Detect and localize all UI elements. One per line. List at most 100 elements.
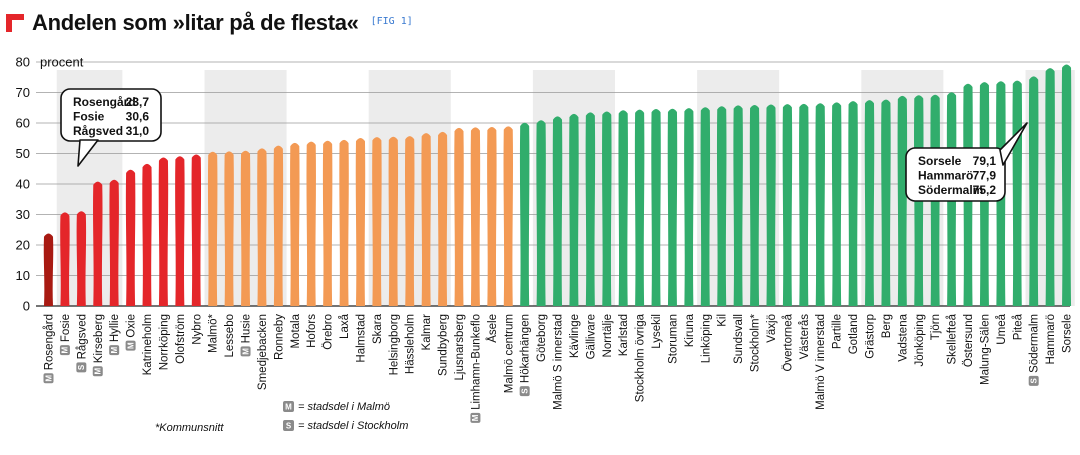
bar xyxy=(569,113,579,306)
low-callout-tail xyxy=(77,139,99,167)
legend-text: = stadsdel i Stockholm xyxy=(298,420,408,432)
category-label-group: Stockholm* xyxy=(750,313,762,372)
bar xyxy=(1028,76,1039,306)
category-label: Grästorp xyxy=(865,314,877,359)
title-bar: Andelen som »litar på de flesta« [FIG 1] xyxy=(6,10,413,36)
category-label: Ronneby xyxy=(273,314,285,360)
category-label-group: Piteå xyxy=(1012,313,1024,340)
category-label-group: Husie M xyxy=(240,314,253,357)
category-label-group: Gotland xyxy=(848,314,860,354)
district-badge xyxy=(1028,375,1039,386)
high-callout-label: Sorsele xyxy=(918,154,962,168)
category-label: Kalmar xyxy=(421,314,433,351)
y-tick-label: 40 xyxy=(16,177,30,192)
bar xyxy=(815,103,825,306)
legend-badge-letter: M xyxy=(285,403,292,412)
y-tick-label: 10 xyxy=(16,268,30,283)
category-label: Limhamn-Bunkeflo xyxy=(470,314,482,410)
low-callout-label: Rosengård xyxy=(73,95,136,109)
category-label-group: Motala xyxy=(290,313,302,348)
category-label: Hofors xyxy=(306,314,318,348)
bar xyxy=(290,142,300,306)
bar xyxy=(536,120,546,306)
footnote: *Kommunsnitt xyxy=(155,422,224,434)
bar xyxy=(684,108,694,306)
y-axis-label: procent xyxy=(40,55,84,70)
category-label-group: Stockholm övriga xyxy=(635,313,647,402)
category-label: Motala xyxy=(290,313,302,348)
category-label-group: Sundbyberg xyxy=(438,314,450,376)
district-badge-letter: M xyxy=(241,348,250,355)
bar xyxy=(848,101,858,306)
category-label-group: Sorsele xyxy=(1062,314,1074,353)
category-label: Skara xyxy=(372,313,384,344)
category-label-group: Lessebo xyxy=(224,314,236,357)
category-label-group: Sundsvall xyxy=(733,314,745,364)
category-label-group: Rågsved S xyxy=(76,314,88,373)
bar xyxy=(454,127,464,306)
newspaper-logo-icon xyxy=(6,14,24,32)
category-label-group: Karlstad xyxy=(618,314,630,356)
district-badge-letter: M xyxy=(110,346,119,353)
category-label-group: Skellefteå xyxy=(947,313,959,364)
category-label-group: Kävlinge xyxy=(569,314,581,358)
bar xyxy=(191,154,202,306)
high-callout-label: Hammarö xyxy=(918,169,973,183)
category-label-group: Hofors xyxy=(306,314,318,348)
bar xyxy=(60,212,70,306)
category-label: Övertorneå xyxy=(782,313,794,371)
district-badge xyxy=(240,346,251,357)
bar xyxy=(437,131,448,306)
category-label: Malung-Sälen xyxy=(979,314,991,385)
category-label: Gällivare xyxy=(585,314,597,359)
low-callout-label: Rågsved xyxy=(73,124,123,138)
bar xyxy=(651,109,661,307)
district-badge xyxy=(470,412,481,423)
category-label: Helsingborg xyxy=(388,314,400,375)
category-label: Hässleholm xyxy=(405,314,417,374)
district-badge xyxy=(43,373,54,384)
category-label: Hökarhängen xyxy=(520,314,532,383)
category-label-group: Malmö centrum xyxy=(503,314,515,393)
bar xyxy=(864,100,875,307)
category-label-group: Södermalm S xyxy=(1028,314,1041,386)
category-label-group: Jönköping xyxy=(914,314,926,366)
high-callout-label: Södermalm xyxy=(918,183,983,197)
category-label: Skellefteå xyxy=(947,313,959,364)
bar xyxy=(404,136,415,306)
bar xyxy=(224,151,234,306)
bar xyxy=(93,181,103,306)
high-callout-tail xyxy=(999,122,1028,166)
y-tick-label: 20 xyxy=(16,238,30,253)
category-label: Olofström xyxy=(175,314,187,364)
district-badge xyxy=(76,362,87,373)
category-label-group: Norrköping xyxy=(158,314,170,370)
low-callout-box xyxy=(60,88,162,142)
category-label: Gotland xyxy=(848,314,860,354)
category-label-group: Malmö S innerstad xyxy=(553,314,565,410)
category-label: Partille xyxy=(832,314,844,349)
category-label-group: Hammarö xyxy=(1045,314,1057,364)
bar xyxy=(585,112,596,306)
bar xyxy=(322,140,333,306)
category-label: Lessebo xyxy=(224,314,236,357)
category-label: Malmö centrum xyxy=(503,314,515,393)
category-label: Malmö S innerstad xyxy=(553,314,565,410)
district-badge xyxy=(519,386,530,397)
bar xyxy=(749,105,760,306)
category-label-group: Östersund xyxy=(963,314,975,367)
low-callout-value: 31,0 xyxy=(126,124,150,138)
category-label: Västerås xyxy=(799,314,811,360)
bar xyxy=(257,148,267,306)
bar xyxy=(388,136,399,306)
legend-text: = stadsdel i Malmö xyxy=(298,401,390,413)
y-tick-label: 70 xyxy=(16,85,30,100)
category-label: Norrtälje xyxy=(602,314,614,357)
bar xyxy=(519,122,530,306)
bar xyxy=(355,138,366,306)
bar xyxy=(831,102,842,306)
y-tick-label: 30 xyxy=(16,207,30,222)
bar xyxy=(240,150,251,306)
low-callout-label: Fosie xyxy=(73,110,105,124)
